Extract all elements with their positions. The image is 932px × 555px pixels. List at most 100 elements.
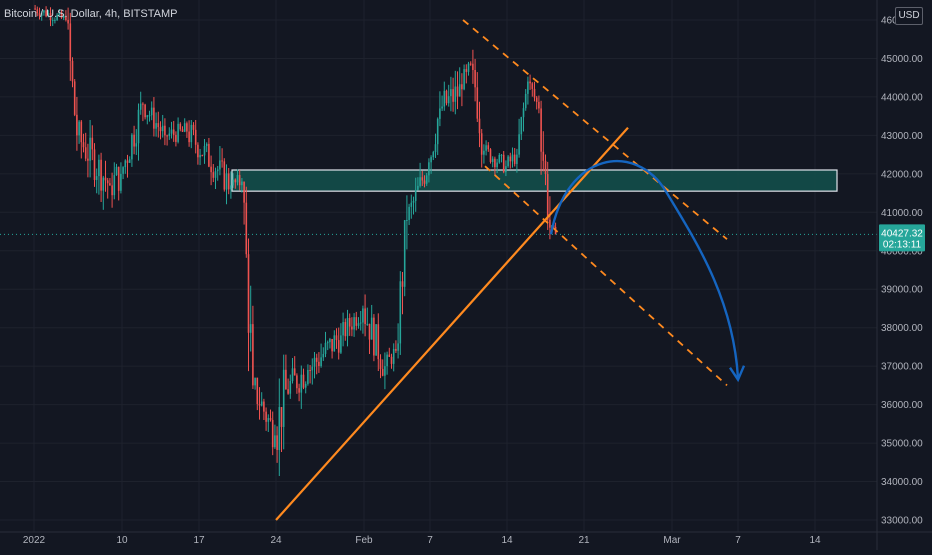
candle[interactable] [401,271,404,315]
candle[interactable] [298,383,300,402]
candle[interactable] [452,77,454,112]
candle[interactable] [161,114,164,138]
candle[interactable] [461,73,463,107]
candle[interactable] [469,61,472,66]
candle[interactable] [51,17,54,27]
candle[interactable] [100,152,102,202]
candle[interactable] [47,10,50,18]
candle[interactable] [254,377,256,390]
candle[interactable] [80,120,83,159]
candle[interactable] [179,122,182,132]
candle[interactable] [296,373,298,394]
candle[interactable] [366,307,369,326]
candle[interactable] [467,61,470,76]
candle[interactable] [175,131,177,147]
candle[interactable] [351,317,353,337]
candle[interactable] [353,313,355,337]
candle[interactable] [362,305,364,334]
candle[interactable] [302,368,305,390]
candle[interactable] [285,354,287,390]
candle[interactable] [520,116,523,141]
candle[interactable] [410,194,413,219]
candle[interactable] [315,353,318,375]
candle[interactable] [370,304,373,340]
candle[interactable] [397,323,399,359]
candle[interactable] [509,152,512,169]
candle[interactable] [58,9,61,17]
candle[interactable] [502,151,505,174]
candle[interactable] [93,143,96,187]
candle[interactable] [150,101,153,121]
candle[interactable] [241,178,243,193]
candle[interactable] [311,358,314,385]
candle[interactable] [256,377,259,411]
candle[interactable] [76,96,78,151]
candle[interactable] [419,162,421,188]
candle[interactable] [210,155,212,186]
candle[interactable] [355,311,358,331]
candle[interactable] [403,220,406,297]
candle[interactable] [399,271,402,355]
candle[interactable] [260,392,263,407]
candle[interactable] [494,156,496,176]
candle[interactable] [205,142,208,153]
candle[interactable] [388,347,391,358]
candle[interactable] [71,57,74,88]
candle[interactable] [527,76,529,105]
candle[interactable] [342,312,344,347]
candle[interactable] [412,196,415,215]
candle[interactable] [392,343,395,372]
candle[interactable] [131,133,133,167]
candle[interactable] [280,406,283,453]
candle[interactable] [192,122,195,136]
candle[interactable] [335,328,338,349]
candle[interactable] [522,102,525,132]
symbol-title[interactable]: Bitcoin / U.S. Dollar, 4h, BITSTAMP [4,8,178,20]
candle[interactable] [368,323,371,355]
candle[interactable] [56,13,58,21]
candle[interactable] [425,172,428,186]
projection-arc[interactable] [549,159,740,378]
candle[interactable] [126,154,129,178]
candle[interactable] [43,9,45,16]
candle[interactable] [487,142,490,152]
candle[interactable] [340,323,342,354]
candle[interactable] [34,4,36,11]
candle[interactable] [309,365,311,384]
support-zone[interactable] [231,169,838,192]
candle[interactable] [300,365,303,409]
candle[interactable] [357,317,360,329]
currency-badge[interactable]: USD [895,7,923,25]
candle[interactable] [263,398,265,420]
candle[interactable] [115,163,118,176]
candle[interactable] [73,79,76,117]
candle[interactable] [535,95,538,110]
candle[interactable] [529,74,531,90]
candle[interactable] [436,117,439,156]
candle[interactable] [450,76,452,112]
ascending-trendline[interactable] [275,126,629,521]
candle[interactable] [234,178,237,189]
candle[interactable] [219,146,221,176]
candle[interactable] [375,324,377,356]
candle[interactable] [95,168,98,194]
candle[interactable] [166,134,168,146]
candle[interactable] [271,411,274,456]
candle[interactable] [417,177,419,191]
candle[interactable] [269,409,272,422]
candle[interactable] [500,154,503,163]
candle[interactable] [320,343,322,368]
candle[interactable] [293,356,296,376]
candle[interactable] [106,177,109,199]
candle[interactable] [144,103,146,120]
drawings[interactable] [0,19,877,521]
candle[interactable] [89,120,91,178]
candle[interactable] [428,158,430,183]
candle[interactable] [533,81,536,102]
candle[interactable] [458,67,461,97]
candle[interactable] [98,154,100,195]
candle[interactable] [38,7,41,20]
candle[interactable] [498,153,501,164]
candle[interactable] [212,164,215,183]
